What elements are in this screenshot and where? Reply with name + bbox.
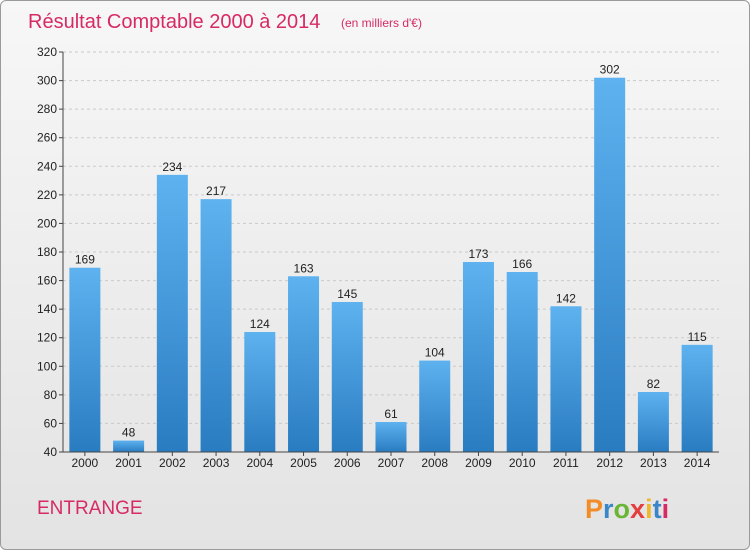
bar-2009 bbox=[462, 262, 494, 452]
y-tick-label: 280 bbox=[37, 102, 57, 116]
x-tick-label-2000: 2000 bbox=[72, 456, 99, 470]
value-label-2008: 104 bbox=[425, 346, 445, 360]
value-label-2000: 169 bbox=[75, 253, 95, 267]
bar-2013 bbox=[637, 392, 669, 452]
bar-2010 bbox=[506, 272, 538, 452]
bar-2000 bbox=[69, 267, 101, 452]
y-tick-label: 160 bbox=[37, 274, 57, 288]
x-tick-label-2011: 2011 bbox=[553, 456, 579, 470]
value-label-2010: 166 bbox=[512, 257, 532, 271]
chart-title: Résultat Comptable 2000 à 2014 bbox=[28, 11, 320, 33]
x-tick-label-2001: 2001 bbox=[115, 456, 142, 470]
bar-2008 bbox=[419, 360, 451, 452]
y-tick-label: 260 bbox=[37, 131, 57, 145]
x-tick-label-2010: 2010 bbox=[509, 456, 536, 470]
y-tick-label: 100 bbox=[37, 359, 57, 373]
chart-subtitle: (en milliers d'€) bbox=[341, 16, 422, 30]
commune-name: ENTRANGE bbox=[37, 498, 143, 519]
value-label-2012: 302 bbox=[600, 63, 620, 77]
bar-2001 bbox=[113, 440, 145, 452]
bar-2006 bbox=[331, 302, 363, 452]
bar-2002 bbox=[156, 174, 188, 452]
x-tick-label-2003: 2003 bbox=[203, 456, 230, 470]
y-axis-ticks: 40 60 80 100 120 140 160 180 200 220 240 260 280 300 3… bbox=[37, 45, 63, 459]
bar-2003 bbox=[200, 199, 232, 452]
value-label-2013: 82 bbox=[647, 377, 661, 391]
value-label-2006: 145 bbox=[337, 287, 357, 301]
y-tick-label: 200 bbox=[37, 216, 57, 230]
x-tick-label-2006: 2006 bbox=[334, 456, 361, 470]
y-tick-label: 140 bbox=[37, 302, 57, 316]
x-axis-ticks: 2000 2001 2002 2003 2004 2005 2006 2007 2008 2009… bbox=[72, 452, 711, 470]
value-label-2004: 124 bbox=[250, 317, 270, 331]
y-tick-label: 60 bbox=[44, 416, 58, 430]
bar-2005 bbox=[288, 276, 320, 452]
value-label-2001: 48 bbox=[122, 426, 136, 440]
value-label-2005: 163 bbox=[294, 261, 314, 275]
y-tick-label: 220 bbox=[37, 188, 57, 202]
y-tick-label: 180 bbox=[37, 245, 57, 259]
proxiti-logo: Proxiti bbox=[585, 494, 669, 524]
x-tick-label-2013: 2013 bbox=[640, 456, 667, 470]
value-label-2014: 115 bbox=[688, 330, 707, 344]
y-tick-label: 300 bbox=[37, 74, 57, 88]
x-tick-label-2004: 2004 bbox=[246, 456, 273, 470]
y-tick-label: 40 bbox=[44, 445, 58, 459]
bars: 169 48 234 217 124 163 145 61 104 173 166 142 302 82 1… bbox=[69, 63, 713, 452]
bar-2012 bbox=[594, 77, 626, 452]
x-tick-label-2012: 2012 bbox=[596, 456, 623, 470]
bar-2014 bbox=[681, 344, 713, 452]
y-tick-label: 320 bbox=[37, 45, 57, 59]
x-tick-label-2009: 2009 bbox=[465, 456, 492, 470]
y-tick-label: 80 bbox=[44, 388, 58, 402]
bar-2011 bbox=[550, 306, 582, 452]
x-tick-label-2007: 2007 bbox=[378, 456, 405, 470]
x-tick-label-2002: 2002 bbox=[159, 456, 186, 470]
value-label-2007: 61 bbox=[384, 407, 398, 421]
bar-2007 bbox=[375, 422, 407, 452]
value-label-2009: 173 bbox=[468, 247, 488, 261]
y-tick-label: 240 bbox=[37, 159, 57, 173]
x-tick-label-2008: 2008 bbox=[421, 456, 448, 470]
x-tick-label-2014: 2014 bbox=[684, 456, 711, 470]
x-tick-label-2005: 2005 bbox=[290, 456, 317, 470]
value-label-2002: 234 bbox=[162, 160, 182, 174]
value-label-2011: 142 bbox=[556, 291, 576, 305]
y-tick-label: 120 bbox=[37, 331, 57, 345]
value-label-2003: 217 bbox=[206, 184, 226, 198]
bar-2004 bbox=[244, 332, 276, 452]
